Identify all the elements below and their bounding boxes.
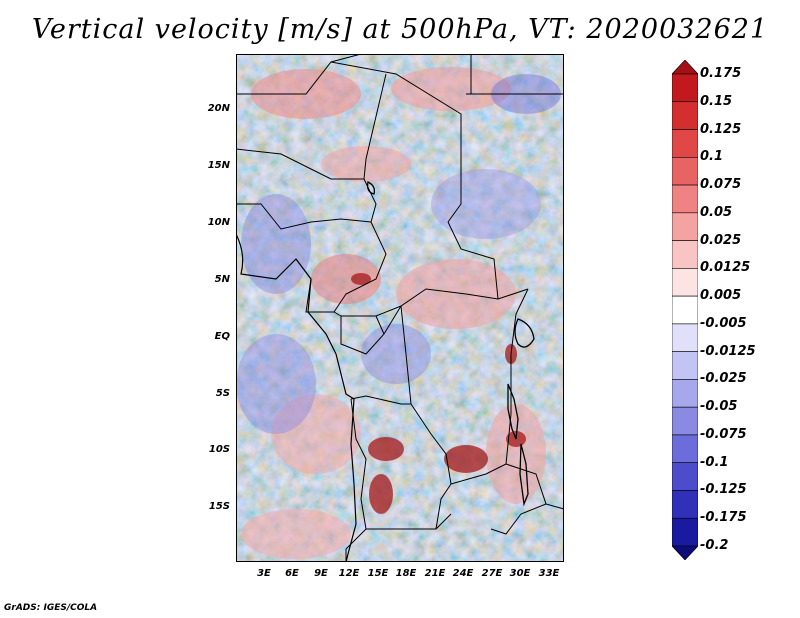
lon-tick-label: 6E (285, 568, 299, 579)
chart-title: Vertical velocity [m/s] at 500hPa, VT: 2… (31, 14, 769, 45)
lat-tick-label: 10S (208, 444, 230, 455)
ascent-regions (241, 67, 546, 559)
colorbar-tick-label: -0.075 (700, 426, 747, 442)
colorbar-segment (672, 129, 698, 158)
colorbar (672, 60, 698, 560)
colorbar-segment (672, 323, 698, 352)
colorbar-segment (672, 295, 698, 325)
colorbar-tick-label: -0.1 (700, 454, 729, 470)
colorbar-segment (672, 351, 698, 380)
lon-tick-label: 15E (367, 568, 389, 579)
colorbar-extend-top (672, 60, 698, 75)
colorbar-tick-label: 0.005 (700, 288, 742, 304)
colorbar-tick-label: 0.175 (700, 66, 742, 81)
coastline (236, 233, 357, 562)
colorbar-tick-label: 0.05 (700, 204, 733, 220)
colorbar-segment (672, 406, 698, 436)
colorbar-segment (672, 434, 698, 464)
colorbar-segment (672, 268, 698, 297)
colorbar-segment (672, 240, 698, 269)
colorbar-segment (672, 490, 698, 519)
colorbar-segment (672, 462, 698, 491)
colorbar-segment (672, 184, 698, 214)
colorbar-segment (672, 101, 698, 130)
colorbar-tick-label: -0.125 (700, 482, 747, 498)
colorbar-segment (672, 212, 698, 241)
colorbar-segment (672, 517, 698, 547)
lon-tick-label: 9E (314, 568, 328, 579)
colorbar-extend-bottom (672, 545, 698, 560)
lon-tick-label: 30E (509, 568, 531, 579)
lat-tick-label: 15S (208, 501, 230, 512)
descent-regions (236, 74, 561, 434)
colorbar-tick-label: -0.005 (700, 315, 747, 331)
colorbar-tick-label: 0.125 (700, 121, 742, 137)
colorbar-segment (672, 379, 698, 408)
lon-tick-label: 24E (452, 568, 474, 579)
colorbar-tick-label: -0.175 (700, 510, 747, 526)
map-frame (236, 54, 564, 562)
colorbar-tick-label: -0.0125 (700, 343, 756, 359)
map-panel (236, 54, 564, 562)
lon-tick-label: 21E (424, 568, 446, 579)
colorbar-tick-label: 0.0125 (700, 260, 751, 276)
colorbar-segment (672, 156, 698, 186)
colorbar-segment (672, 73, 698, 103)
lon-tick-label: 18E (395, 568, 417, 579)
lat-tick-label: EQ (214, 331, 230, 342)
country-borders (236, 54, 564, 562)
lon-tick-label: 27E (481, 568, 503, 579)
colorbar-tick-label: -0.05 (700, 399, 738, 415)
lat-tick-label: 5N (214, 274, 230, 285)
colorbar-tick-label: 0.15 (700, 93, 733, 109)
colorbar-tick-label: -0.2 (700, 538, 729, 553)
colorbar-tick-label: -0.025 (700, 371, 747, 387)
lat-tick-label: 15N (207, 160, 230, 171)
colorbar-tick-label: 0.075 (700, 177, 742, 193)
colorbar-tick-label: 0.1 (700, 149, 724, 165)
lat-tick-label: 20N (207, 103, 230, 114)
lon-tick-label: 12E (338, 568, 360, 579)
lon-tick-label: 33E (538, 568, 560, 579)
lat-tick-label: 10N (207, 217, 230, 228)
credit-text: GrADS: IGES/COLA (4, 603, 98, 613)
lon-tick-label: 3E (257, 568, 271, 579)
colorbar-tick-label: 0.025 (700, 232, 742, 248)
lakes (366, 181, 535, 507)
lat-tick-label: 5S (215, 388, 230, 399)
